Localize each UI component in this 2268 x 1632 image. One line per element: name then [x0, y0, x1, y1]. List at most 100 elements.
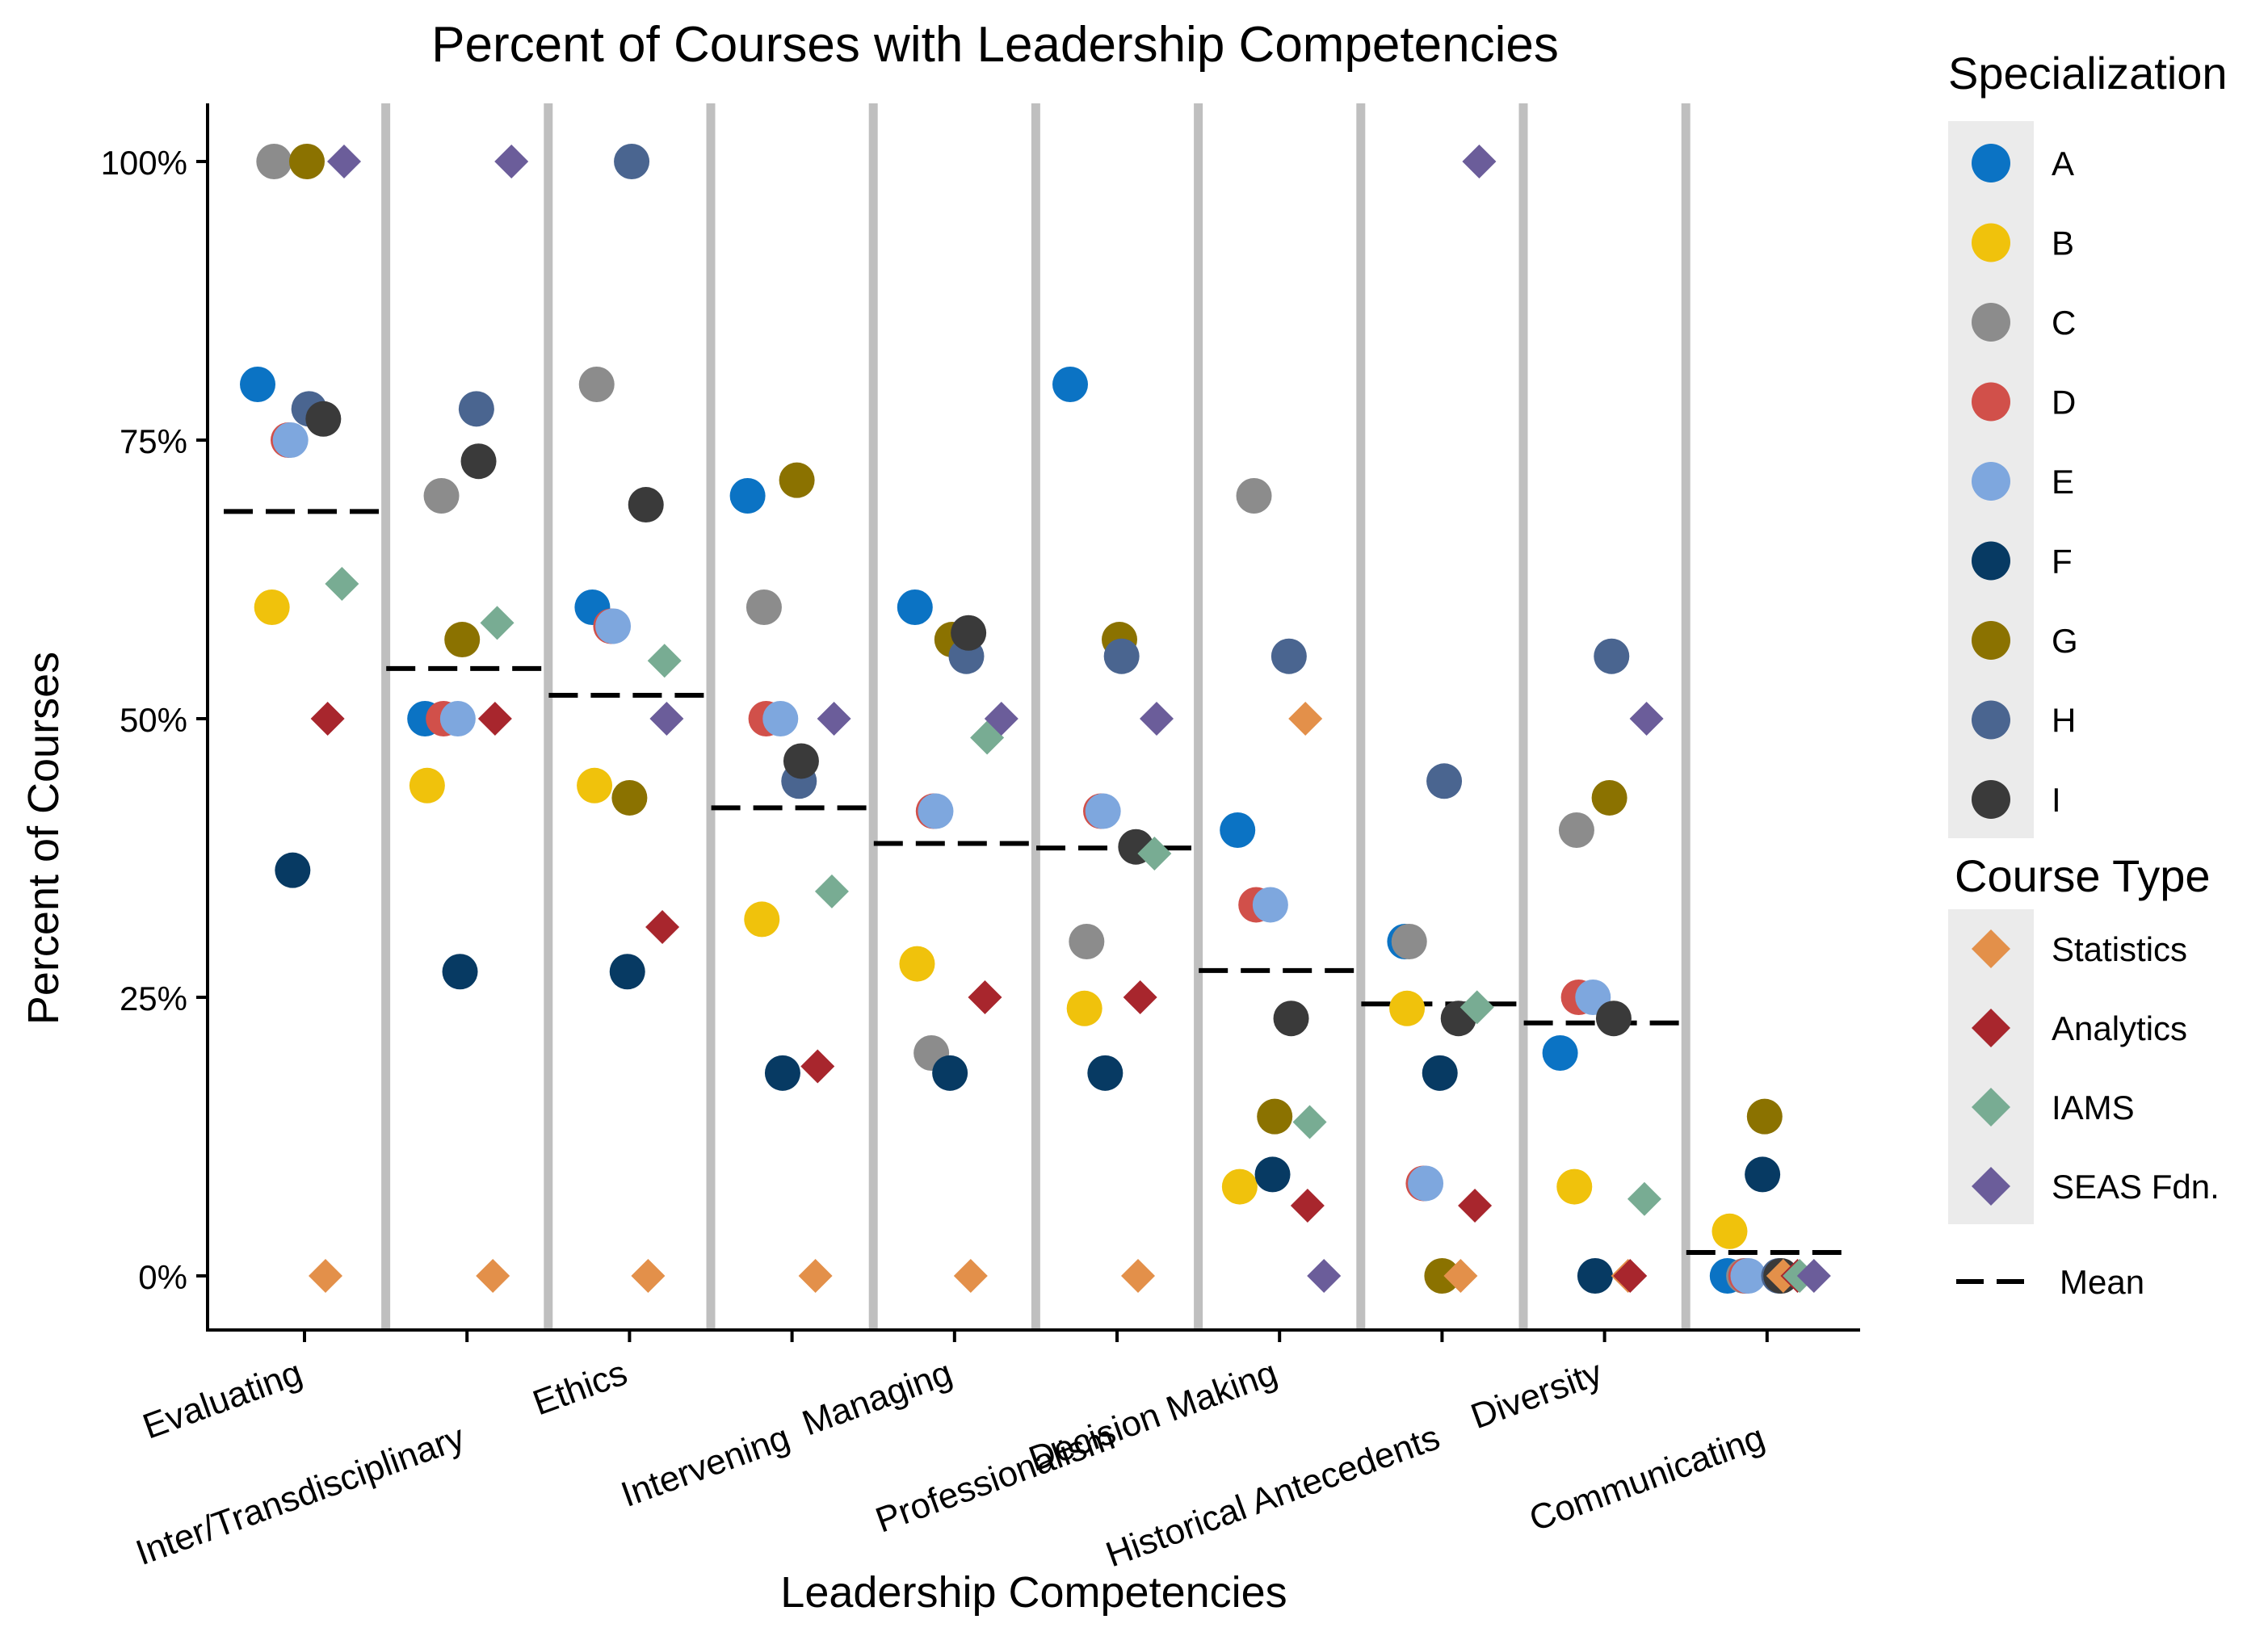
point-a [897, 589, 933, 625]
point-b [1221, 1168, 1258, 1205]
point-h [1103, 638, 1140, 674]
point-g [1257, 1098, 1293, 1135]
point-i [460, 443, 497, 480]
legend-key-i [1972, 780, 2010, 819]
point-iams [1292, 1105, 1327, 1139]
point-analytics [800, 1049, 835, 1084]
point-f [1087, 1055, 1124, 1091]
point-c [1069, 924, 1105, 959]
point-g [1424, 1258, 1460, 1294]
legend-key-b [1972, 223, 2010, 262]
legend-label-i: I [2052, 781, 2061, 819]
point-g [779, 462, 815, 498]
point-i [1595, 1001, 1632, 1037]
point-e [762, 701, 799, 736]
point-h [1270, 638, 1307, 674]
point-g [1746, 1098, 1783, 1135]
panel-separators [381, 103, 1690, 1328]
point-statistics [476, 1259, 510, 1293]
point-f [609, 954, 645, 990]
point-statistics [1288, 702, 1323, 736]
point-i [1273, 1001, 1309, 1037]
legend-label-analytics: Analytics [2052, 1009, 2187, 1047]
point-c [1558, 812, 1594, 848]
y-tick-label: 25% [120, 980, 187, 1017]
x-tick-label: Decision Making [1024, 1353, 1283, 1479]
point-h [458, 391, 494, 427]
legend: Specialization A B C D E F G H I Course Type Statis… [1948, 48, 2228, 1301]
point-analytics [968, 980, 1002, 1014]
point-h [1594, 638, 1630, 674]
legend-label-mean: Mean [2060, 1263, 2144, 1301]
point-f [1745, 1156, 1781, 1193]
point-seas-fdn [1629, 702, 1664, 736]
legend-key-d [1972, 382, 2010, 422]
point-statistics [798, 1259, 833, 1293]
x-tick-label: Evaluating [138, 1353, 308, 1446]
legend-label-h: H [2052, 702, 2076, 740]
legend-label-e: E [2052, 463, 2074, 501]
x-tick-label: Intervening [616, 1417, 795, 1515]
point-analytics [645, 910, 680, 945]
point-b [254, 589, 290, 625]
point-f [1422, 1055, 1458, 1091]
point-e [1085, 793, 1121, 829]
point-c [423, 478, 460, 514]
point-c [578, 367, 615, 402]
point-b [744, 901, 780, 938]
point-statistics [953, 1259, 988, 1293]
point-g [289, 144, 325, 179]
y-tick-label: 50% [120, 701, 187, 739]
point-seas-fdn [984, 702, 1018, 736]
point-b [899, 946, 935, 982]
point-seas-fdn [1462, 145, 1497, 178]
point-b [409, 767, 445, 803]
legend-key-g [1972, 621, 2010, 660]
legend-label-g: G [2052, 622, 2078, 660]
point-iams [1627, 1181, 1661, 1216]
point-seas-fdn [1307, 1259, 1342, 1293]
point-analytics [310, 702, 345, 736]
point-seas-fdn [817, 702, 851, 736]
y-tick-label: 75% [120, 422, 187, 460]
point-statistics [309, 1259, 342, 1293]
point-seas-fdn [649, 702, 684, 736]
point-c [1391, 924, 1427, 959]
mean-lines [224, 509, 1848, 1256]
point-iams [1137, 836, 1172, 871]
point-seas-fdn [1140, 702, 1174, 736]
point-e [439, 701, 476, 736]
point-a [1052, 367, 1088, 402]
y-axis-ticks: 0% 25% 50% 75% 100% [101, 144, 208, 1296]
point-e [272, 422, 309, 458]
y-tick-label: 0% [138, 1258, 187, 1296]
point-e [1252, 887, 1288, 923]
point-f [1254, 1156, 1291, 1193]
point-analytics [1290, 1189, 1325, 1223]
legend-label-c: C [2052, 304, 2076, 342]
point-iams [1460, 990, 1494, 1025]
point-e [1730, 1258, 1766, 1294]
point-iams [647, 644, 682, 678]
point-g [1591, 779, 1628, 816]
legend-label-f: F [2052, 543, 2073, 581]
point-analytics [477, 702, 512, 736]
point-analytics [1123, 980, 1157, 1014]
x-tick-label: Managing [797, 1353, 957, 1443]
point-seas-fdn [1796, 1259, 1831, 1293]
point-i [628, 487, 664, 523]
point-b [1712, 1213, 1748, 1249]
legend-key-seas-fdn [1972, 1167, 2010, 1206]
point-a [1542, 1035, 1578, 1071]
y-tick-label: 100% [101, 144, 187, 182]
point-seas-fdn [494, 145, 529, 178]
point-e [595, 608, 632, 644]
legend-label-a: A [2052, 145, 2074, 182]
x-tick-label: Diversity [1466, 1353, 1607, 1437]
legend-key-h [1972, 700, 2010, 740]
point-statistics [1121, 1259, 1155, 1293]
legend-title-specialization: Specialization [1948, 48, 2228, 99]
legend-key-analytics [1972, 1009, 2010, 1047]
point-c [746, 589, 782, 625]
